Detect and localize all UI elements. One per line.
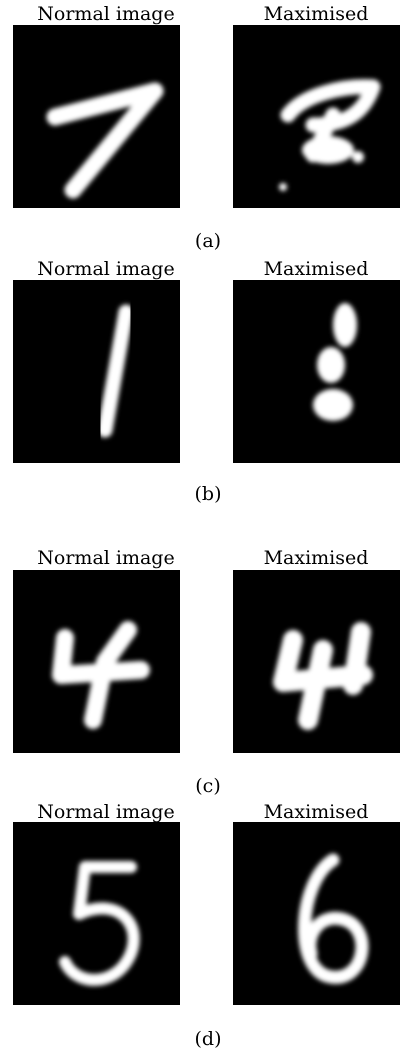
left-title: Normal image (37, 547, 174, 569)
maximised-image (233, 280, 400, 463)
right-title: Maximised (264, 258, 369, 280)
maximised-image (233, 25, 400, 208)
left-title: Normal image (37, 3, 174, 25)
figure: Normal image Maximised (a) Normal image … (0, 0, 414, 1055)
right-title: Maximised (264, 547, 369, 569)
left-title: Normal image (37, 801, 174, 823)
normal-image (13, 570, 180, 753)
caption: (a) (195, 230, 221, 252)
maximised-image (233, 570, 400, 753)
normal-image (13, 822, 180, 1005)
caption: (b) (195, 483, 222, 505)
normal-image (13, 25, 180, 208)
normal-image (13, 280, 180, 463)
left-title: Normal image (37, 258, 174, 280)
maximised-image (233, 822, 400, 1005)
page: {"panels": [ {"left_title": "Normal imag… (0, 0, 414, 1055)
caption: (c) (195, 775, 220, 797)
right-title: Maximised (264, 801, 369, 823)
caption: (d) (195, 1028, 222, 1050)
right-title: Maximised (264, 3, 369, 25)
